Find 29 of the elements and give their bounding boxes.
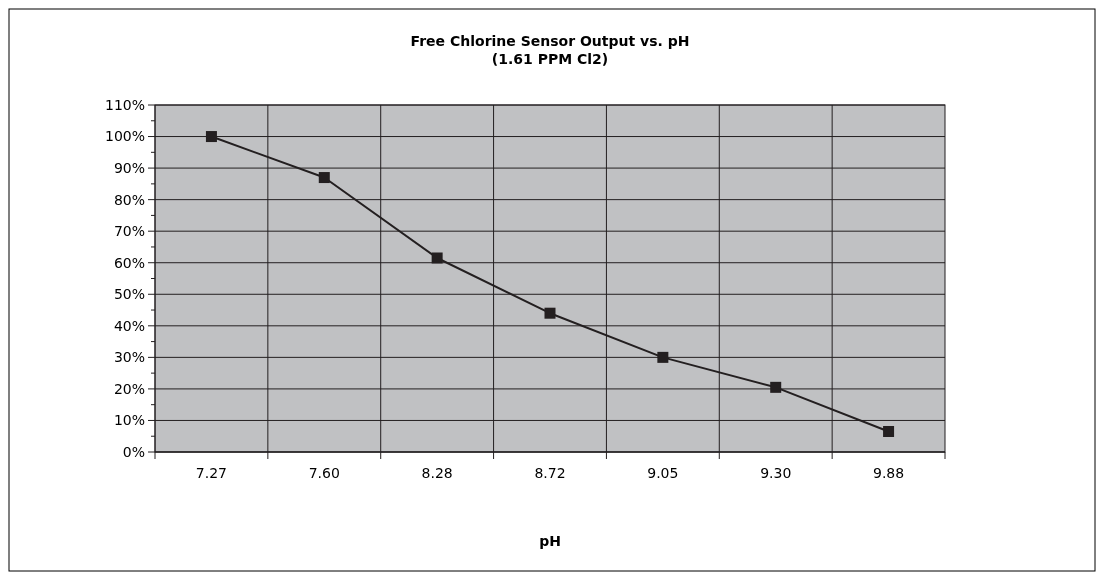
x-tick-label: 7.27 [195, 465, 228, 481]
chart-subtitle: (1.61 PPM Cl2) [491, 51, 609, 67]
x-tick-label: 8.72 [534, 465, 566, 481]
x-tick-label: 9.88 [872, 465, 905, 481]
y-tick-label: 10% [113, 412, 145, 429]
y-tick-label: 50% [113, 286, 145, 303]
x-tick-label: 7.60 [308, 465, 340, 481]
point [205, 131, 217, 143]
y-tick-label: 80% [113, 191, 145, 208]
y-tick-label: 90% [113, 159, 145, 176]
point [318, 172, 330, 184]
y-tick-label: 100% [104, 128, 145, 145]
x-tick-label: 9.30 [760, 465, 792, 481]
point [544, 307, 556, 319]
y-tick-label: 0% [122, 443, 145, 460]
y-tick-label: 20% [113, 380, 145, 397]
y-tick-label: 70% [113, 223, 145, 240]
point [431, 252, 443, 264]
x-tick-label: 9.05 [647, 465, 679, 481]
y-tick-label: 40% [113, 317, 145, 334]
x-axis-title: pH [539, 533, 561, 549]
point [770, 381, 782, 393]
point [657, 351, 669, 363]
point [883, 426, 895, 437]
chart-title: Free Chlorine Sensor Output vs. pH [410, 33, 690, 49]
x-tick-label: 8.28 [421, 465, 453, 481]
y-tick-label: 110% [104, 96, 145, 113]
y-tick-label: 30% [113, 349, 145, 366]
y-tick-label: 60% [113, 254, 145, 271]
